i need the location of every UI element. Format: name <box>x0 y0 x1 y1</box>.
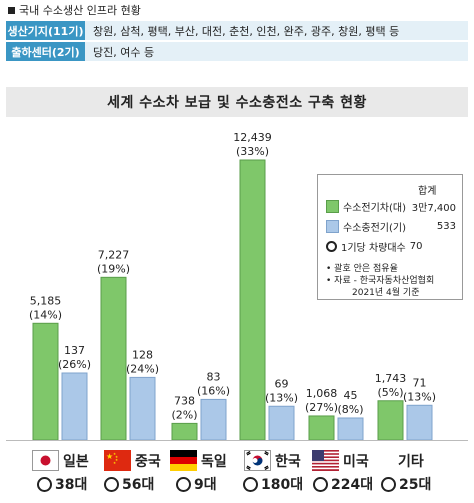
data-label-vehicles-usa: 1,068 <box>306 387 338 400</box>
data-label-vehicles-china: 7,227 <box>98 248 130 261</box>
legend-header: 합계 <box>418 186 437 197</box>
legend-item-vehicles: 수소전기차(대) 3만7,400 <box>326 199 456 214</box>
legend-note: 2021년 4월 기준 <box>352 288 420 298</box>
section-note: 국내 수소생산 인프라 현황 <box>8 2 141 18</box>
ratio-korea: 180대 <box>243 474 303 494</box>
ratio-usa: 224대 <box>313 474 373 494</box>
japan-flag-icon <box>32 450 59 471</box>
legend-value: 70 <box>409 241 423 252</box>
bar-chart: 5,185(14%)137(26%)7,227(19%)128(24%)738(… <box>6 131 468 441</box>
blue-swatch-icon <box>326 220 339 233</box>
share-label-vehicles-japan: (14%) <box>29 308 62 321</box>
country-label-germany: 독일 <box>201 454 227 470</box>
share-label-stations-japan: (26%) <box>58 358 91 371</box>
data-label-stations-germany: 83 <box>207 370 221 383</box>
bar-vehicles-others <box>377 400 404 441</box>
chart-legend: 합계 수소전기차(대) 3만7,400 수소충전기(기) 533 1기당 차량대… <box>317 174 463 300</box>
circle-icon <box>176 476 191 492</box>
legend-note: • 자료 - 한국자동차산업협회 <box>326 276 435 286</box>
bar-vehicles-korea <box>239 159 266 441</box>
svg-text:★: ★ <box>115 458 118 462</box>
infra-row-production: 생산기지(11기) 창원, 삼척, 평택, 부산, 대전, 춘천, 인천, 완주… <box>6 21 468 40</box>
legend-label: 1기당 차량대수 <box>341 243 406 254</box>
section-note-text: 국내 수소생산 인프라 현황 <box>19 4 141 17</box>
data-label-vehicles-others: 1,743 <box>375 372 407 385</box>
country-label-china: 중국 <box>135 454 161 470</box>
svg-text:★: ★ <box>115 455 118 459</box>
bar-vehicles-china <box>100 276 127 441</box>
ratio-germany: 9대 <box>176 474 217 494</box>
share-label-stations-others: (13%) <box>403 390 436 403</box>
data-label-stations-usa: 45 <box>344 389 358 402</box>
data-label-vehicles-japan: 5,185 <box>30 294 62 307</box>
korea-flag-icon <box>244 450 271 471</box>
country-label-usa: 미국 <box>343 454 369 470</box>
legend-value: 3만7,400 <box>411 203 456 214</box>
data-label-stations-japan: 137 <box>64 344 85 357</box>
data-label-vehicles-korea: 12,439 <box>233 131 272 144</box>
infra-label-production: 생산기지(11기) <box>6 21 85 40</box>
bar-stations-japan <box>61 372 88 441</box>
legend-value: 533 <box>436 221 456 232</box>
svg-text:★: ★ <box>113 461 116 465</box>
share-label-vehicles-usa: (27%) <box>305 401 338 414</box>
circle-icon <box>104 476 119 492</box>
share-label-stations-korea: (13%) <box>265 391 298 404</box>
usa-flag-icon <box>312 450 339 471</box>
share-label-stations-usa: (8%) <box>337 403 363 416</box>
bar-stations-others <box>406 404 433 441</box>
ratio-japan: 38대 <box>37 474 87 494</box>
data-label-stations-china: 128 <box>132 348 153 361</box>
circle-icon <box>381 476 396 492</box>
bar-vehicles-germany <box>171 422 198 441</box>
svg-text:★: ★ <box>106 452 113 461</box>
share-label-stations-china: (24%) <box>126 362 159 375</box>
legend-item-ratio: 1기당 차량대수 70 <box>326 239 456 254</box>
legend-label: 수소충전기(기) <box>343 223 407 234</box>
chart-title: 세계 수소차 보급 및 수소충전소 구축 현황 <box>6 87 468 117</box>
infra-value-production: 창원, 삼척, 평택, 부산, 대전, 춘천, 인천, 완주, 광주, 창원, … <box>85 21 468 40</box>
share-label-vehicles-korea: (33%) <box>236 145 269 158</box>
country-label-others: 기타 <box>398 454 424 470</box>
share-label-vehicles-china: (19%) <box>97 262 130 275</box>
circle-icon <box>243 476 258 492</box>
bar-vehicles-japan <box>32 322 59 441</box>
svg-text:★: ★ <box>113 452 116 456</box>
data-label-stations-korea: 69 <box>275 377 289 390</box>
data-label-stations-others: 71 <box>413 376 427 389</box>
germany-flag-icon <box>170 450 197 471</box>
legend-note: • 괄호 안은 점유율 <box>326 264 398 274</box>
bar-vehicles-usa <box>308 415 335 441</box>
country-label-korea: 한국 <box>275 454 301 470</box>
share-label-vehicles-germany: (2%) <box>171 408 197 421</box>
share-label-stations-germany: (16%) <box>197 384 230 397</box>
circle-icon <box>326 241 337 252</box>
bar-stations-germany <box>200 398 227 441</box>
green-swatch-icon <box>326 200 339 213</box>
bar-stations-china <box>129 376 156 441</box>
bar-stations-usa <box>337 417 364 441</box>
circle-icon <box>37 476 52 492</box>
data-label-vehicles-germany: 738 <box>174 394 195 407</box>
infra-label-shipping: 출하센터(2기) <box>6 42 85 61</box>
circle-icon <box>313 476 328 492</box>
ratio-others: 25대 <box>381 474 431 494</box>
ratio-china: 56대 <box>104 474 154 494</box>
infra-row-shipping: 출하센터(2기) 당진, 여수 등 <box>6 42 468 61</box>
infra-value-shipping: 당진, 여수 등 <box>85 42 468 61</box>
legend-item-stations: 수소충전기(기) 533 <box>326 219 456 234</box>
country-label-japan: 일본 <box>63 454 89 470</box>
legend-label: 수소전기차(대) <box>343 203 407 214</box>
bar-stations-korea <box>268 405 295 441</box>
square-bullet-icon <box>8 6 15 14</box>
china-flag-icon: ★ ★ ★ ★ ★ <box>104 450 131 471</box>
share-label-vehicles-others: (5%) <box>377 386 403 399</box>
